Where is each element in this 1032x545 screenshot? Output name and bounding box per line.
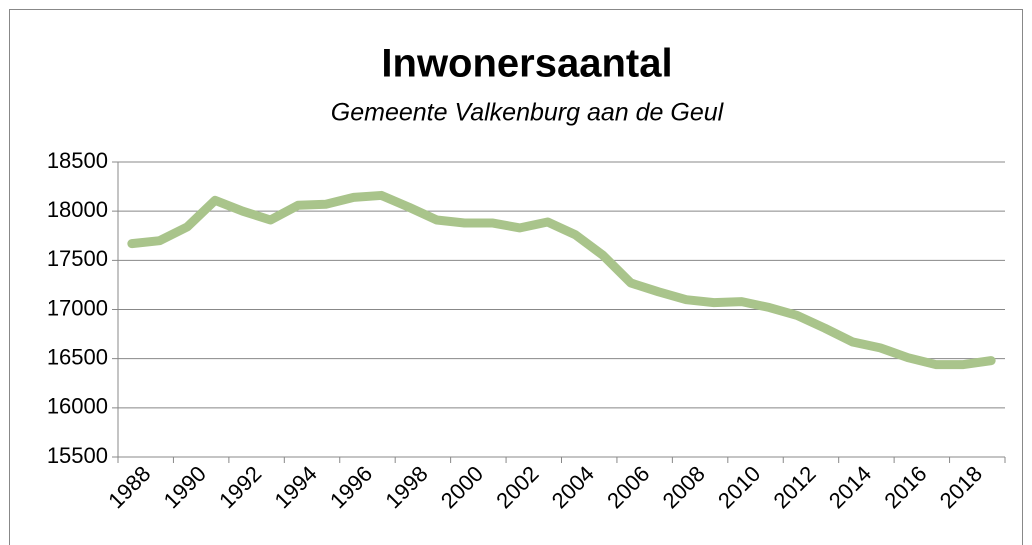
chart-frame: [9, 9, 1023, 545]
y-tick-label: 18000: [47, 197, 108, 222]
data-line: [127, 190, 996, 370]
chart-title: Inwonersaantal: [381, 42, 672, 86]
y-tick-label: 16500: [47, 344, 108, 369]
y-tick-label: 15500: [47, 443, 108, 468]
y-tick-label: 18500: [47, 148, 108, 173]
y-tick-label: 17500: [47, 246, 108, 271]
y-tick-label: 16000: [47, 394, 108, 419]
chart-subtitle: Gemeente Valkenburg aan de Geul: [331, 99, 725, 127]
y-tick-label: 17000: [47, 295, 108, 320]
